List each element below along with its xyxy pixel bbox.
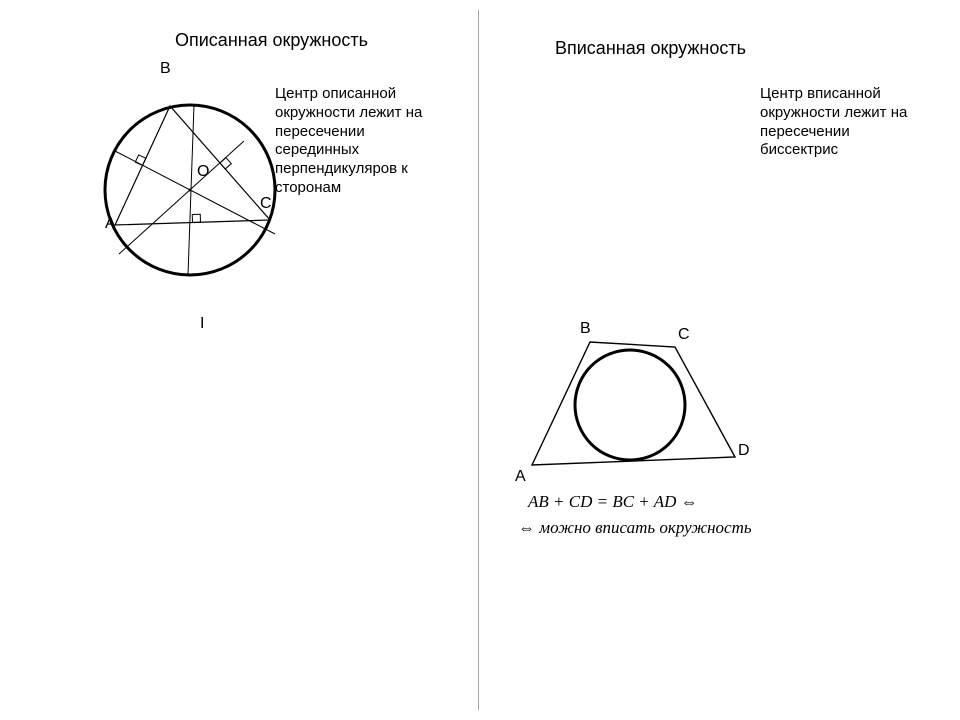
letter-i: I xyxy=(200,315,204,333)
label-b-left: B xyxy=(160,60,171,78)
page-root: Описанная окружность Центр описанной окр… xyxy=(0,0,960,720)
label-c-right: C xyxy=(678,326,690,344)
quad-abcd xyxy=(532,342,735,465)
label-d-right: D xyxy=(738,442,750,460)
formula-line-2: ⇔ можно вписать окружность xyxy=(518,518,752,538)
label-a-left: A xyxy=(105,215,116,233)
center-point xyxy=(189,189,192,192)
right-description: Центр вписанной окружности лежит на пере… xyxy=(760,85,930,160)
label-b-right: B xyxy=(580,320,591,338)
right-angle-bc xyxy=(220,158,231,169)
formula-line-1: AB + CD = BC + AD ⇔ xyxy=(528,492,698,512)
right-title: Вписанная окружность xyxy=(555,38,746,59)
label-c-left: C xyxy=(260,195,272,213)
inscribed-circle-diagram xyxy=(490,285,790,525)
right-angle-ac xyxy=(192,214,200,222)
inscribed-circle xyxy=(575,350,685,460)
column-divider xyxy=(478,10,479,710)
label-o-left: O xyxy=(197,163,209,181)
label-a-right: A xyxy=(515,468,526,486)
